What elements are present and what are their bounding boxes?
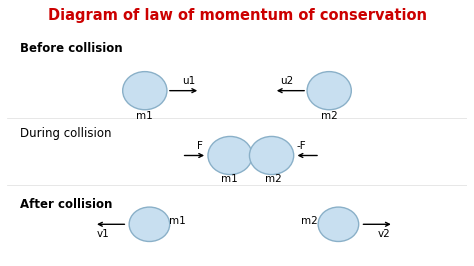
Text: u1: u1 bbox=[182, 76, 195, 86]
Ellipse shape bbox=[307, 72, 351, 110]
Text: v2: v2 bbox=[378, 228, 391, 239]
Text: Before collision: Before collision bbox=[20, 42, 123, 55]
Text: m1: m1 bbox=[169, 216, 185, 226]
Text: m2: m2 bbox=[264, 174, 282, 184]
Text: After collision: After collision bbox=[20, 198, 113, 211]
Text: F: F bbox=[197, 141, 203, 151]
Ellipse shape bbox=[208, 136, 252, 174]
Ellipse shape bbox=[129, 207, 170, 242]
Text: m2: m2 bbox=[301, 216, 318, 226]
Text: -F: -F bbox=[297, 141, 306, 151]
Text: v1: v1 bbox=[97, 228, 109, 239]
Text: m1: m1 bbox=[221, 174, 237, 184]
Ellipse shape bbox=[318, 207, 359, 242]
Text: m1: m1 bbox=[137, 111, 153, 121]
Text: m2: m2 bbox=[321, 111, 337, 121]
Ellipse shape bbox=[123, 72, 167, 110]
Ellipse shape bbox=[249, 136, 294, 174]
Text: u2: u2 bbox=[280, 76, 293, 86]
Text: During collision: During collision bbox=[20, 127, 112, 139]
Text: Diagram of law of momentum of conservation: Diagram of law of momentum of conservati… bbox=[47, 8, 427, 23]
